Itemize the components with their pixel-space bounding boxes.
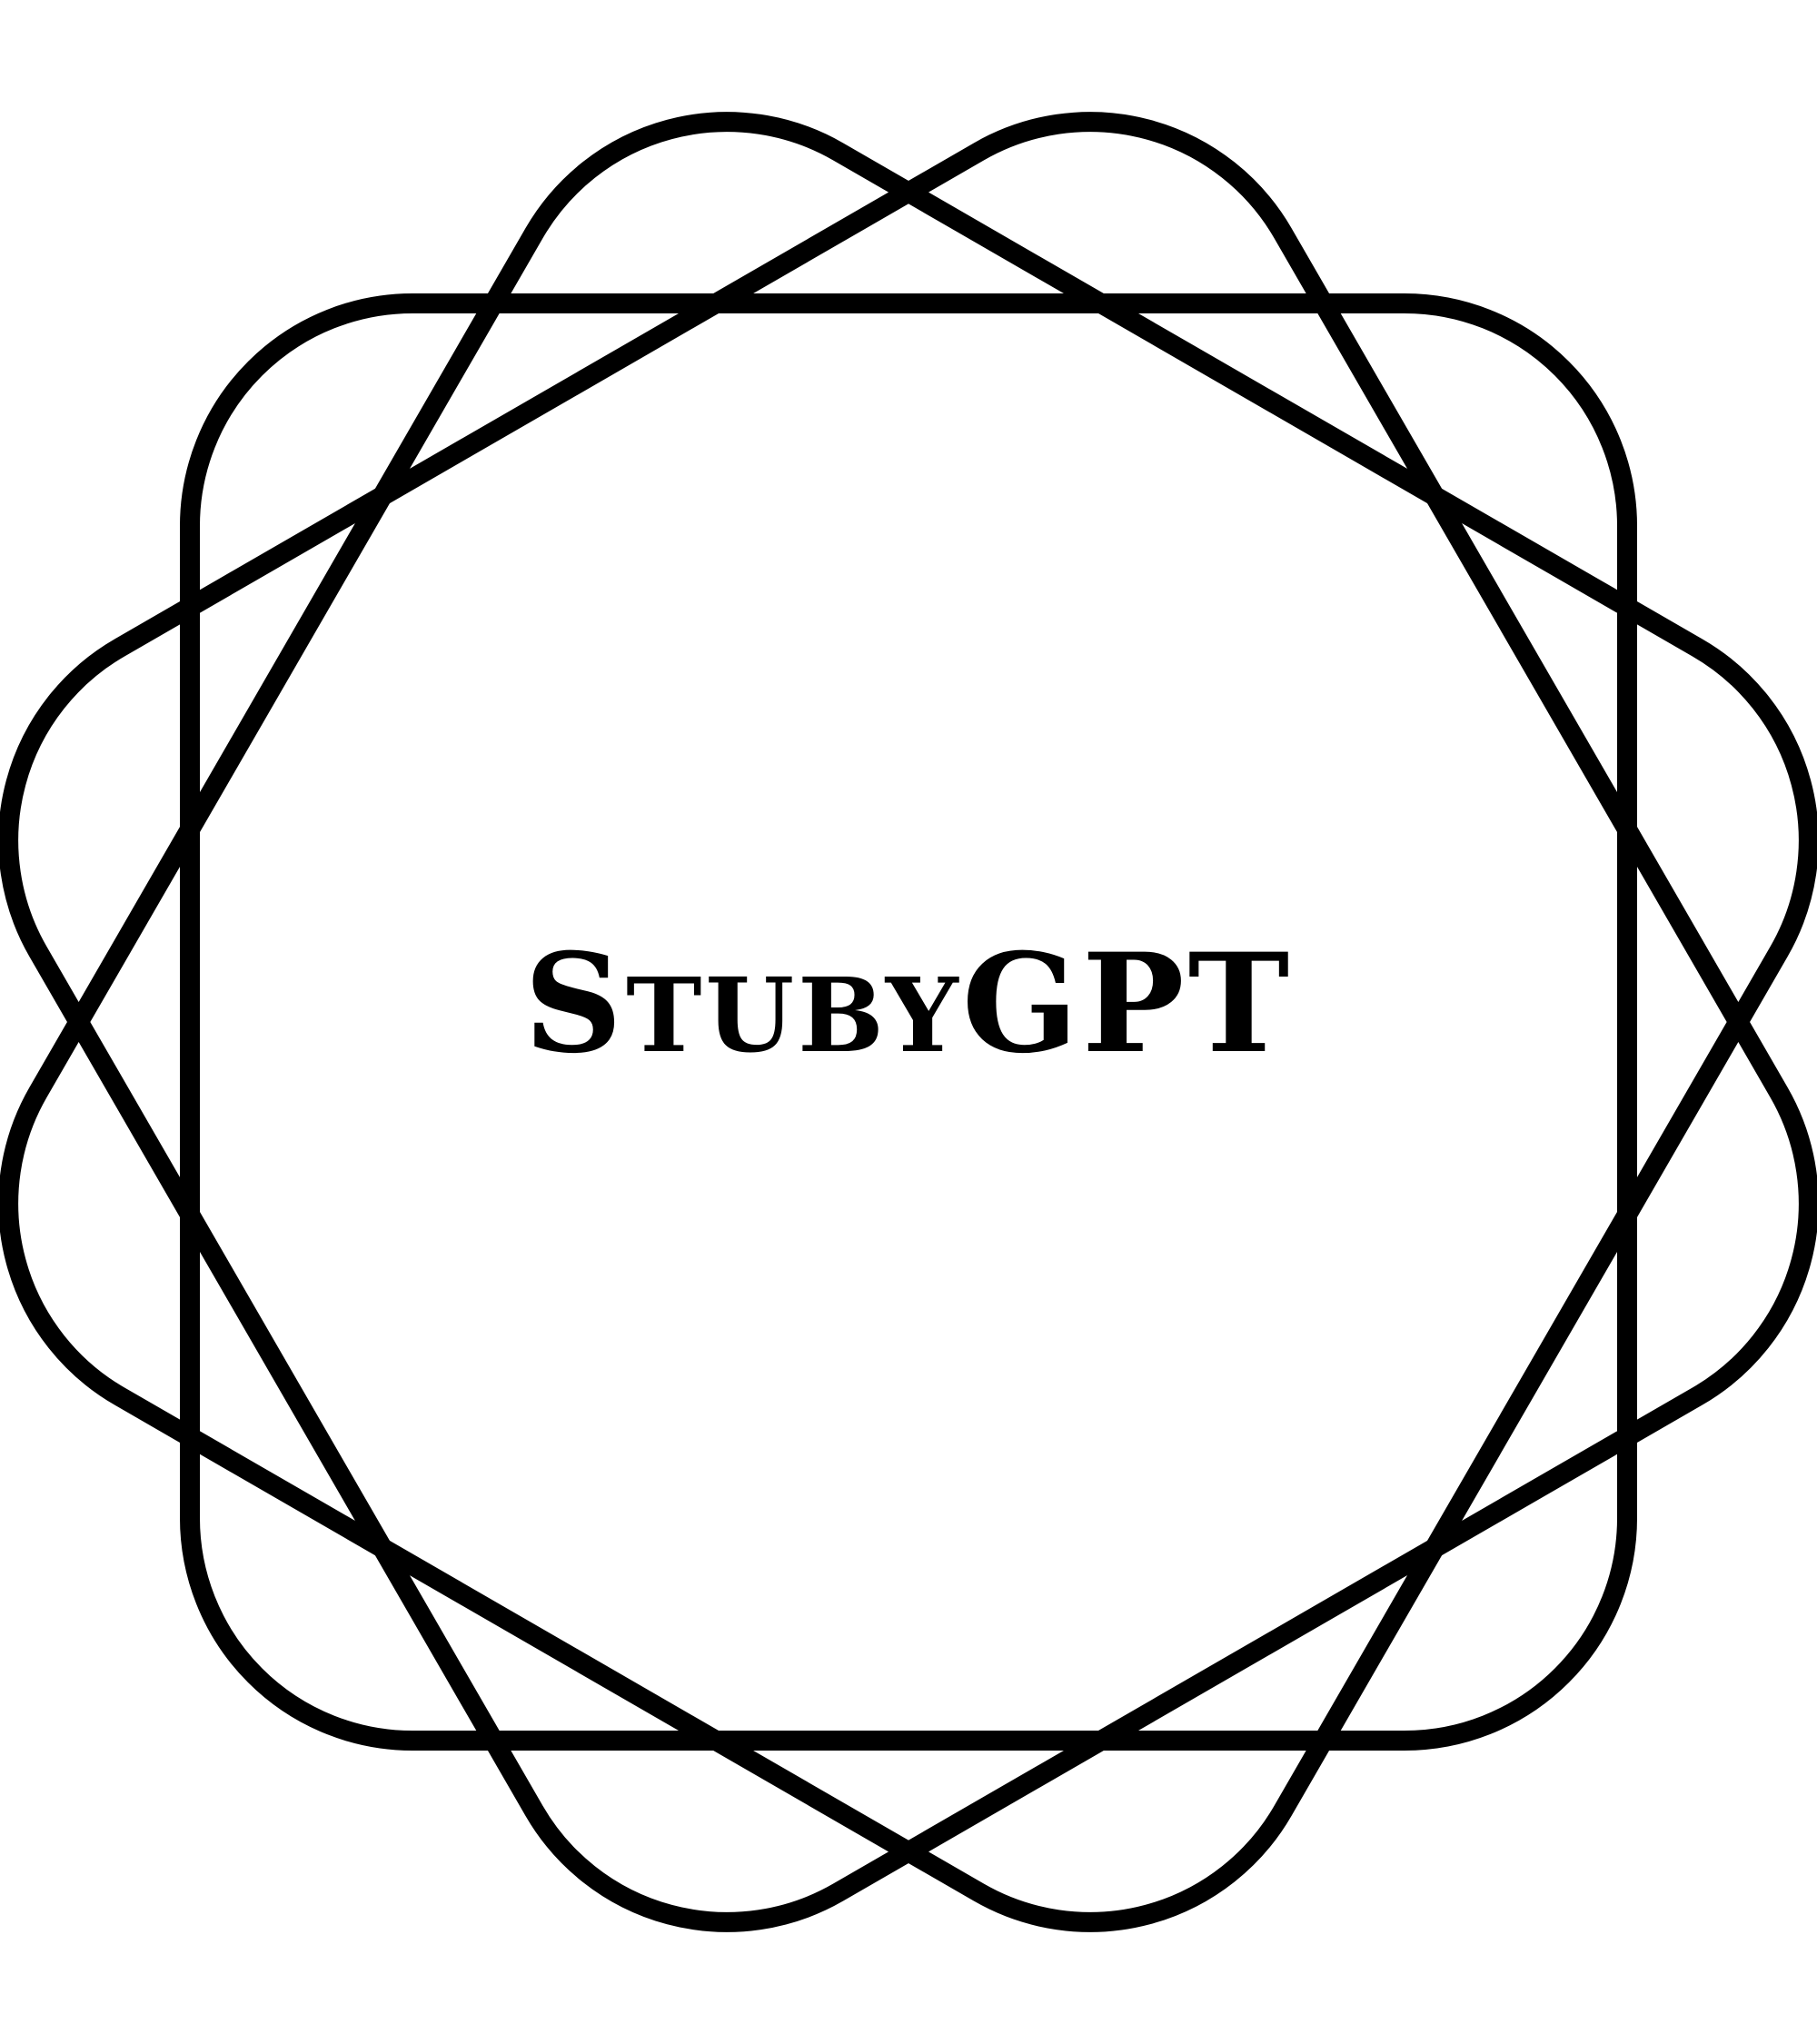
emblem-square-rotated-right bbox=[0, 112, 1817, 1932]
emblem-square-rotated-left bbox=[0, 112, 1817, 1932]
emblem-square-upright bbox=[180, 293, 1637, 1751]
logo-wordmark: STUBYGPT bbox=[523, 924, 1294, 1084]
